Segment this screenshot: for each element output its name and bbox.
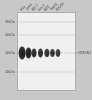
Text: Jurkat: Jurkat [26, 3, 34, 12]
Text: 25kDa: 25kDa [5, 33, 16, 37]
Ellipse shape [44, 49, 49, 57]
Ellipse shape [56, 51, 60, 56]
Ellipse shape [33, 51, 36, 56]
Ellipse shape [31, 48, 37, 58]
Text: 35kDa: 35kDa [5, 20, 16, 24]
Text: HeLa: HeLa [19, 4, 27, 12]
Ellipse shape [27, 50, 31, 57]
Text: COX6A1: COX6A1 [77, 51, 92, 55]
Text: Calu-3: Calu-3 [38, 2, 47, 12]
Ellipse shape [56, 49, 60, 57]
FancyBboxPatch shape [17, 12, 75, 90]
Text: HEK293: HEK293 [55, 1, 66, 12]
Text: A431: A431 [44, 3, 52, 12]
Text: 15kDa: 15kDa [5, 51, 16, 55]
Ellipse shape [26, 48, 31, 58]
Text: HepG2: HepG2 [50, 2, 59, 12]
Ellipse shape [39, 51, 43, 56]
Text: MCF-7: MCF-7 [31, 2, 40, 12]
Ellipse shape [45, 51, 49, 56]
Ellipse shape [51, 51, 54, 56]
Ellipse shape [38, 48, 43, 58]
Ellipse shape [19, 46, 25, 59]
Ellipse shape [50, 49, 55, 57]
Ellipse shape [20, 50, 25, 58]
Text: 10kDa: 10kDa [5, 70, 16, 74]
